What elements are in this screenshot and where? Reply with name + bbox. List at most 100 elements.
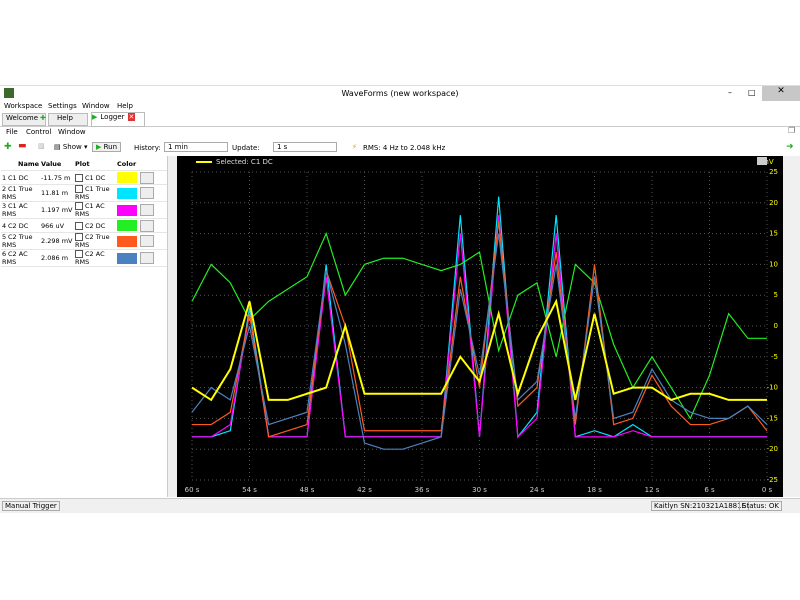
plot-cell: C2 DC — [74, 218, 117, 233]
color-swatch[interactable] — [117, 187, 138, 199]
y-tick-label: -5 — [771, 353, 778, 361]
x-tick-label: 24 s — [530, 486, 545, 494]
plot-name: C2 DC — [85, 221, 106, 230]
scrollbar — [783, 156, 800, 497]
channel-name: C2 AC RMS — [2, 250, 28, 266]
tab-icon: ▶ — [92, 113, 98, 121]
color-swatch[interactable] — [117, 220, 138, 231]
rms-label: RMS: 4 Hz to 2.048 kHz — [363, 144, 446, 152]
channel-name: C1 True RMS — [2, 185, 33, 201]
plot-menu[interactable] — [757, 157, 767, 165]
color-button[interactable] — [140, 204, 155, 216]
splitter[interactable] — [167, 156, 178, 497]
tab-label: Help — [57, 114, 73, 122]
series-line — [192, 221, 768, 438]
y-tick-label: -10 — [767, 384, 778, 392]
channel-name: C2 DC — [8, 221, 29, 230]
plot-checkbox[interactable] — [75, 173, 84, 182]
color-cell — [116, 249, 167, 267]
tab[interactable]: ▶ Logger ✕ — [91, 112, 145, 127]
channel-table: Name Value Plot Color 1 C1 DC -11.75 m C1 D… — [1, 157, 167, 267]
close[interactable]: ✕ — [762, 86, 800, 101]
color-swatch[interactable] — [117, 204, 138, 216]
restore[interactable]: ❐ — [788, 126, 796, 135]
menu-item[interactable]: Settings — [48, 102, 77, 110]
chart-title: Selected: C1 DC — [216, 158, 273, 166]
menu-item[interactable]: Control — [26, 128, 52, 136]
tab-label: Logger — [100, 113, 125, 121]
show-button[interactable]: ▤ Show ▾ — [54, 143, 88, 151]
name-cell: 5 C2 True RMS — [1, 232, 41, 250]
run-button[interactable]: ▶ Run — [92, 142, 122, 152]
value-cell: 2.086 m — [40, 249, 75, 267]
color-cell — [116, 232, 167, 250]
y-tick-label: 25 — [769, 168, 778, 176]
row-index: 4 — [2, 221, 7, 230]
minimize[interactable]: – — [728, 88, 732, 97]
color-button[interactable] — [140, 235, 155, 247]
table-row[interactable]: 1 C1 DC -11.75 m C1 DC — [1, 170, 167, 185]
name-cell: 2 C1 True RMS — [1, 184, 41, 202]
plot-checkbox[interactable] — [75, 221, 84, 230]
device-status: Kaitlyn SN:210321A1881E — [651, 501, 749, 511]
window-title: WaveForms (new workspace) — [341, 89, 459, 98]
app-icon — [4, 88, 14, 98]
update-select[interactable]: 1 s — [273, 142, 337, 152]
clear-button[interactable]: ▧ — [38, 142, 45, 150]
menu-item[interactable]: Help — [117, 102, 133, 110]
table-row[interactable]: 2 C1 True RMS 11.81 m C1 True RMS — [1, 184, 167, 202]
y-tick-label: 15 — [769, 230, 778, 238]
row-index: 1 — [2, 173, 7, 182]
status-bar: Manual Trigger Kaitlyn SN:210321A1881E S… — [0, 498, 800, 513]
tab[interactable]: Welcome ✚ — [2, 113, 46, 126]
add-button[interactable]: ✚ — [4, 142, 12, 152]
tab-close[interactable]: ✕ — [127, 113, 136, 121]
menu-item[interactable]: File — [6, 128, 18, 136]
plot-cell: C2 True RMS — [74, 232, 117, 250]
color-button[interactable] — [140, 171, 155, 184]
color-button[interactable] — [140, 219, 155, 232]
menu-bar: Workspace Settings Window Help — [0, 101, 800, 112]
channel-name: C1 DC — [8, 173, 29, 182]
channel-value: 966 uV — [41, 221, 65, 230]
menu-item[interactable]: Window — [58, 128, 86, 136]
color-cell — [116, 184, 167, 202]
table-row[interactable]: 3 C1 AC RMS 1.197 mV C1 AC RMS — [1, 201, 167, 219]
color-button[interactable] — [140, 252, 155, 264]
y-tick-label: 0 — [774, 322, 778, 330]
tab[interactable]: Help — [48, 113, 88, 126]
color-button[interactable] — [140, 187, 155, 199]
history-select[interactable]: 1 min — [164, 142, 228, 152]
channel-value: -11.75 m — [41, 173, 71, 182]
x-tick-label: 6 s — [704, 486, 715, 494]
series-line — [191, 298, 767, 402]
plot-name: C1 True RMS — [75, 185, 110, 201]
name-cell: 3 C1 AC RMS — [1, 201, 41, 219]
color-cell — [116, 170, 167, 185]
color-swatch[interactable] — [117, 235, 138, 247]
table-row[interactable]: 5 C2 True RMS 2.298 mV C2 True RMS — [1, 232, 167, 250]
show-label: Show — [62, 143, 82, 151]
name-cell: 1 C1 DC — [1, 170, 41, 185]
table-row[interactable]: 6 C2 AC RMS 2.086 m C2 AC RMS — [1, 249, 167, 267]
x-tick-label: 36 s — [415, 486, 430, 494]
color-swatch[interactable] — [117, 172, 138, 183]
menu-item[interactable]: Window — [82, 102, 110, 110]
table-row[interactable]: 4 C2 DC 966 uV C2 DC — [1, 218, 167, 233]
remove-button[interactable]: ▬ — [18, 141, 27, 151]
tab-icon: ✚ — [40, 114, 46, 122]
arrow[interactable]: ➜ — [786, 142, 794, 152]
x-tick-label: 12 s — [645, 486, 660, 494]
maximize[interactable]: □ — [748, 88, 756, 97]
plot-name: C1 DC — [85, 173, 106, 182]
channel-value: 1.197 mV — [41, 206, 73, 214]
plot-name: C1 AC RMS — [75, 202, 105, 218]
color-cell — [116, 201, 167, 219]
column-header: Plot — [74, 157, 117, 171]
color-swatch[interactable] — [117, 252, 138, 264]
series-line — [192, 215, 767, 439]
menu-item[interactable]: Workspace — [4, 102, 43, 110]
history-label: History: — [134, 144, 161, 152]
